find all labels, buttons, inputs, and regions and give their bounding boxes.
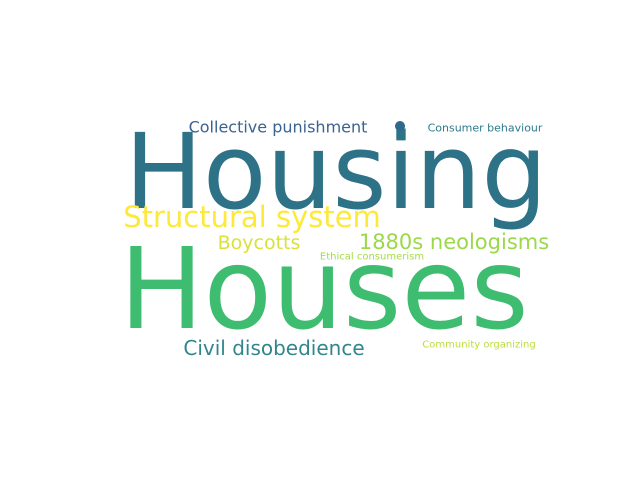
word-community-organizing: Community organizing xyxy=(422,340,535,351)
word-boycotts: Boycotts xyxy=(218,232,301,254)
word-dot xyxy=(395,121,405,131)
word-collective-punishment: Collective punishment xyxy=(189,118,368,137)
word-1880s-neologisms: 1880s neologisms xyxy=(359,230,549,254)
word-housing: Housing xyxy=(125,111,548,233)
word-consumer-behaviour: Consumer behaviour xyxy=(428,122,543,135)
word-ethical-consumerism: Ethical consumerism xyxy=(320,252,424,263)
word-civil-disobedience: Civil disobedience xyxy=(183,336,364,360)
word-houses: Houses xyxy=(119,225,528,355)
word-structural-system: Structural system xyxy=(123,200,381,234)
